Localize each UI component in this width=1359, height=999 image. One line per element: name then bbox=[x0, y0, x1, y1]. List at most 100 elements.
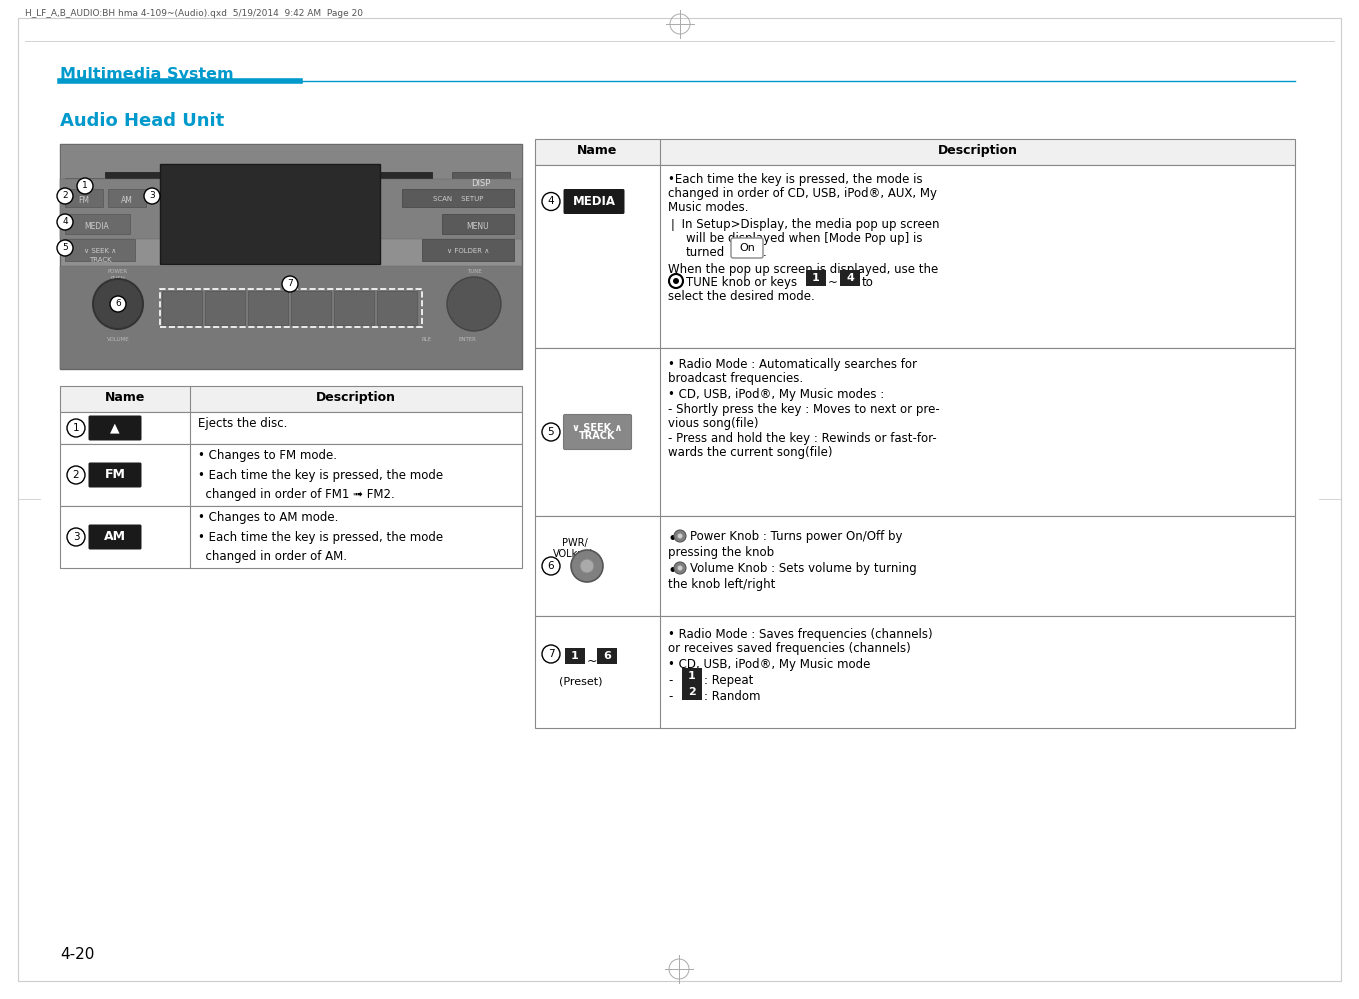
Bar bbox=[65, 178, 105, 196]
Bar bbox=[162, 291, 202, 325]
Text: ~: ~ bbox=[587, 655, 598, 668]
Text: ∨ SEEK ∧: ∨ SEEK ∧ bbox=[84, 248, 116, 254]
Text: MENU: MENU bbox=[466, 222, 489, 231]
Text: select the desired mode.: select the desired mode. bbox=[669, 290, 815, 303]
Text: - Shortly press the key : Moves to next or pre-: - Shortly press the key : Moves to next … bbox=[669, 403, 940, 416]
Text: MEDIA: MEDIA bbox=[84, 222, 109, 231]
Bar bbox=[565, 648, 584, 664]
Text: ▲: ▲ bbox=[110, 422, 120, 435]
Text: 7: 7 bbox=[548, 649, 554, 659]
Text: 6: 6 bbox=[116, 300, 121, 309]
Text: •: • bbox=[669, 530, 678, 548]
Bar bbox=[806, 270, 826, 286]
Bar bbox=[535, 516, 1295, 616]
Bar bbox=[60, 444, 522, 506]
Text: wards the current song(file): wards the current song(file) bbox=[669, 446, 833, 459]
Circle shape bbox=[110, 296, 126, 312]
Bar bbox=[535, 348, 1295, 516]
Bar bbox=[453, 172, 510, 194]
Text: 4: 4 bbox=[63, 218, 68, 227]
Bar bbox=[535, 616, 1295, 728]
Bar bbox=[205, 291, 245, 325]
Circle shape bbox=[67, 466, 86, 484]
Text: PWR/: PWR/ bbox=[563, 538, 588, 548]
Text: Name: Name bbox=[105, 391, 145, 404]
Bar bbox=[402, 189, 514, 207]
Text: TUNE knob or keys: TUNE knob or keys bbox=[686, 276, 798, 289]
Text: 1: 1 bbox=[571, 651, 579, 661]
FancyBboxPatch shape bbox=[731, 238, 762, 258]
Circle shape bbox=[57, 188, 73, 204]
Text: Multimedia System: Multimedia System bbox=[60, 67, 234, 82]
Text: Name: Name bbox=[578, 144, 618, 157]
Circle shape bbox=[571, 550, 603, 582]
Bar bbox=[160, 164, 381, 264]
Circle shape bbox=[678, 565, 682, 570]
Circle shape bbox=[674, 530, 686, 542]
Text: .: . bbox=[762, 246, 766, 259]
Text: On: On bbox=[739, 243, 756, 253]
Text: 1: 1 bbox=[72, 423, 79, 433]
Bar bbox=[60, 412, 522, 444]
Text: 4: 4 bbox=[308, 305, 313, 310]
Text: •: • bbox=[669, 562, 678, 580]
Text: - Press and hold the key : Rewinds or fast-for-: - Press and hold the key : Rewinds or fa… bbox=[669, 432, 936, 445]
Text: 6: 6 bbox=[548, 561, 554, 571]
Bar bbox=[60, 144, 522, 199]
Text: 7: 7 bbox=[287, 280, 294, 289]
Text: 3: 3 bbox=[149, 192, 155, 201]
Text: 6: 6 bbox=[395, 305, 400, 310]
Text: Audio Head Unit: Audio Head Unit bbox=[60, 112, 224, 130]
Circle shape bbox=[92, 279, 143, 329]
Text: ENTER: ENTER bbox=[458, 337, 476, 342]
Bar bbox=[291, 291, 332, 325]
Text: Music modes.: Music modes. bbox=[669, 201, 749, 214]
Text: TRACK: TRACK bbox=[579, 431, 616, 441]
Text: turned: turned bbox=[686, 246, 726, 259]
Text: • Radio Mode : Automatically searches for: • Radio Mode : Automatically searches fo… bbox=[669, 358, 917, 371]
Text: Description: Description bbox=[317, 391, 395, 404]
Text: 5: 5 bbox=[352, 305, 356, 310]
Text: 3: 3 bbox=[266, 305, 270, 310]
Text: 1: 1 bbox=[813, 273, 819, 283]
Bar bbox=[60, 506, 522, 568]
Bar bbox=[65, 239, 135, 261]
Bar bbox=[247, 291, 288, 325]
Bar bbox=[535, 165, 1295, 348]
Text: When the pop up screen is displayed, use the: When the pop up screen is displayed, use… bbox=[669, 263, 938, 276]
Bar bbox=[60, 144, 522, 369]
Text: TRACK: TRACK bbox=[88, 257, 111, 263]
Text: 2 RDM: 2 RDM bbox=[215, 305, 235, 310]
Circle shape bbox=[67, 419, 86, 437]
Circle shape bbox=[283, 276, 298, 292]
Circle shape bbox=[542, 423, 560, 441]
Bar bbox=[60, 386, 522, 412]
Text: vious song(file): vious song(file) bbox=[669, 417, 758, 430]
Text: ~: ~ bbox=[828, 276, 839, 289]
Text: ∨ SEEK ∧: ∨ SEEK ∧ bbox=[572, 423, 622, 433]
Text: • Changes to AM mode.
• Each time the key is pressed, the mode
  changed in orde: • Changes to AM mode. • Each time the ke… bbox=[198, 511, 443, 563]
FancyBboxPatch shape bbox=[564, 415, 632, 450]
Text: : Repeat: : Repeat bbox=[704, 674, 753, 687]
FancyBboxPatch shape bbox=[88, 463, 141, 488]
Text: or receives saved frequencies (channels): or receives saved frequencies (channels) bbox=[669, 642, 911, 655]
Text: 5: 5 bbox=[548, 427, 554, 437]
Text: VOLknob: VOLknob bbox=[553, 549, 597, 559]
Circle shape bbox=[57, 214, 73, 230]
Bar bbox=[60, 179, 522, 239]
Text: : Random: : Random bbox=[704, 690, 761, 703]
Text: Power Knob : Turns power On/Off by: Power Knob : Turns power On/Off by bbox=[690, 530, 902, 543]
Bar bbox=[423, 239, 514, 261]
Bar bbox=[105, 172, 432, 184]
Text: Ejects the disc.: Ejects the disc. bbox=[198, 417, 287, 430]
Circle shape bbox=[542, 193, 560, 211]
Text: ∨ FOLDER ∧: ∨ FOLDER ∧ bbox=[447, 248, 489, 254]
Text: 2: 2 bbox=[688, 687, 696, 697]
Circle shape bbox=[678, 533, 682, 538]
Bar bbox=[107, 189, 145, 207]
Text: Description: Description bbox=[938, 144, 1018, 157]
Text: -: - bbox=[669, 690, 673, 703]
Text: DISP: DISP bbox=[472, 179, 491, 188]
Text: FM: FM bbox=[105, 469, 125, 482]
Circle shape bbox=[447, 277, 501, 331]
